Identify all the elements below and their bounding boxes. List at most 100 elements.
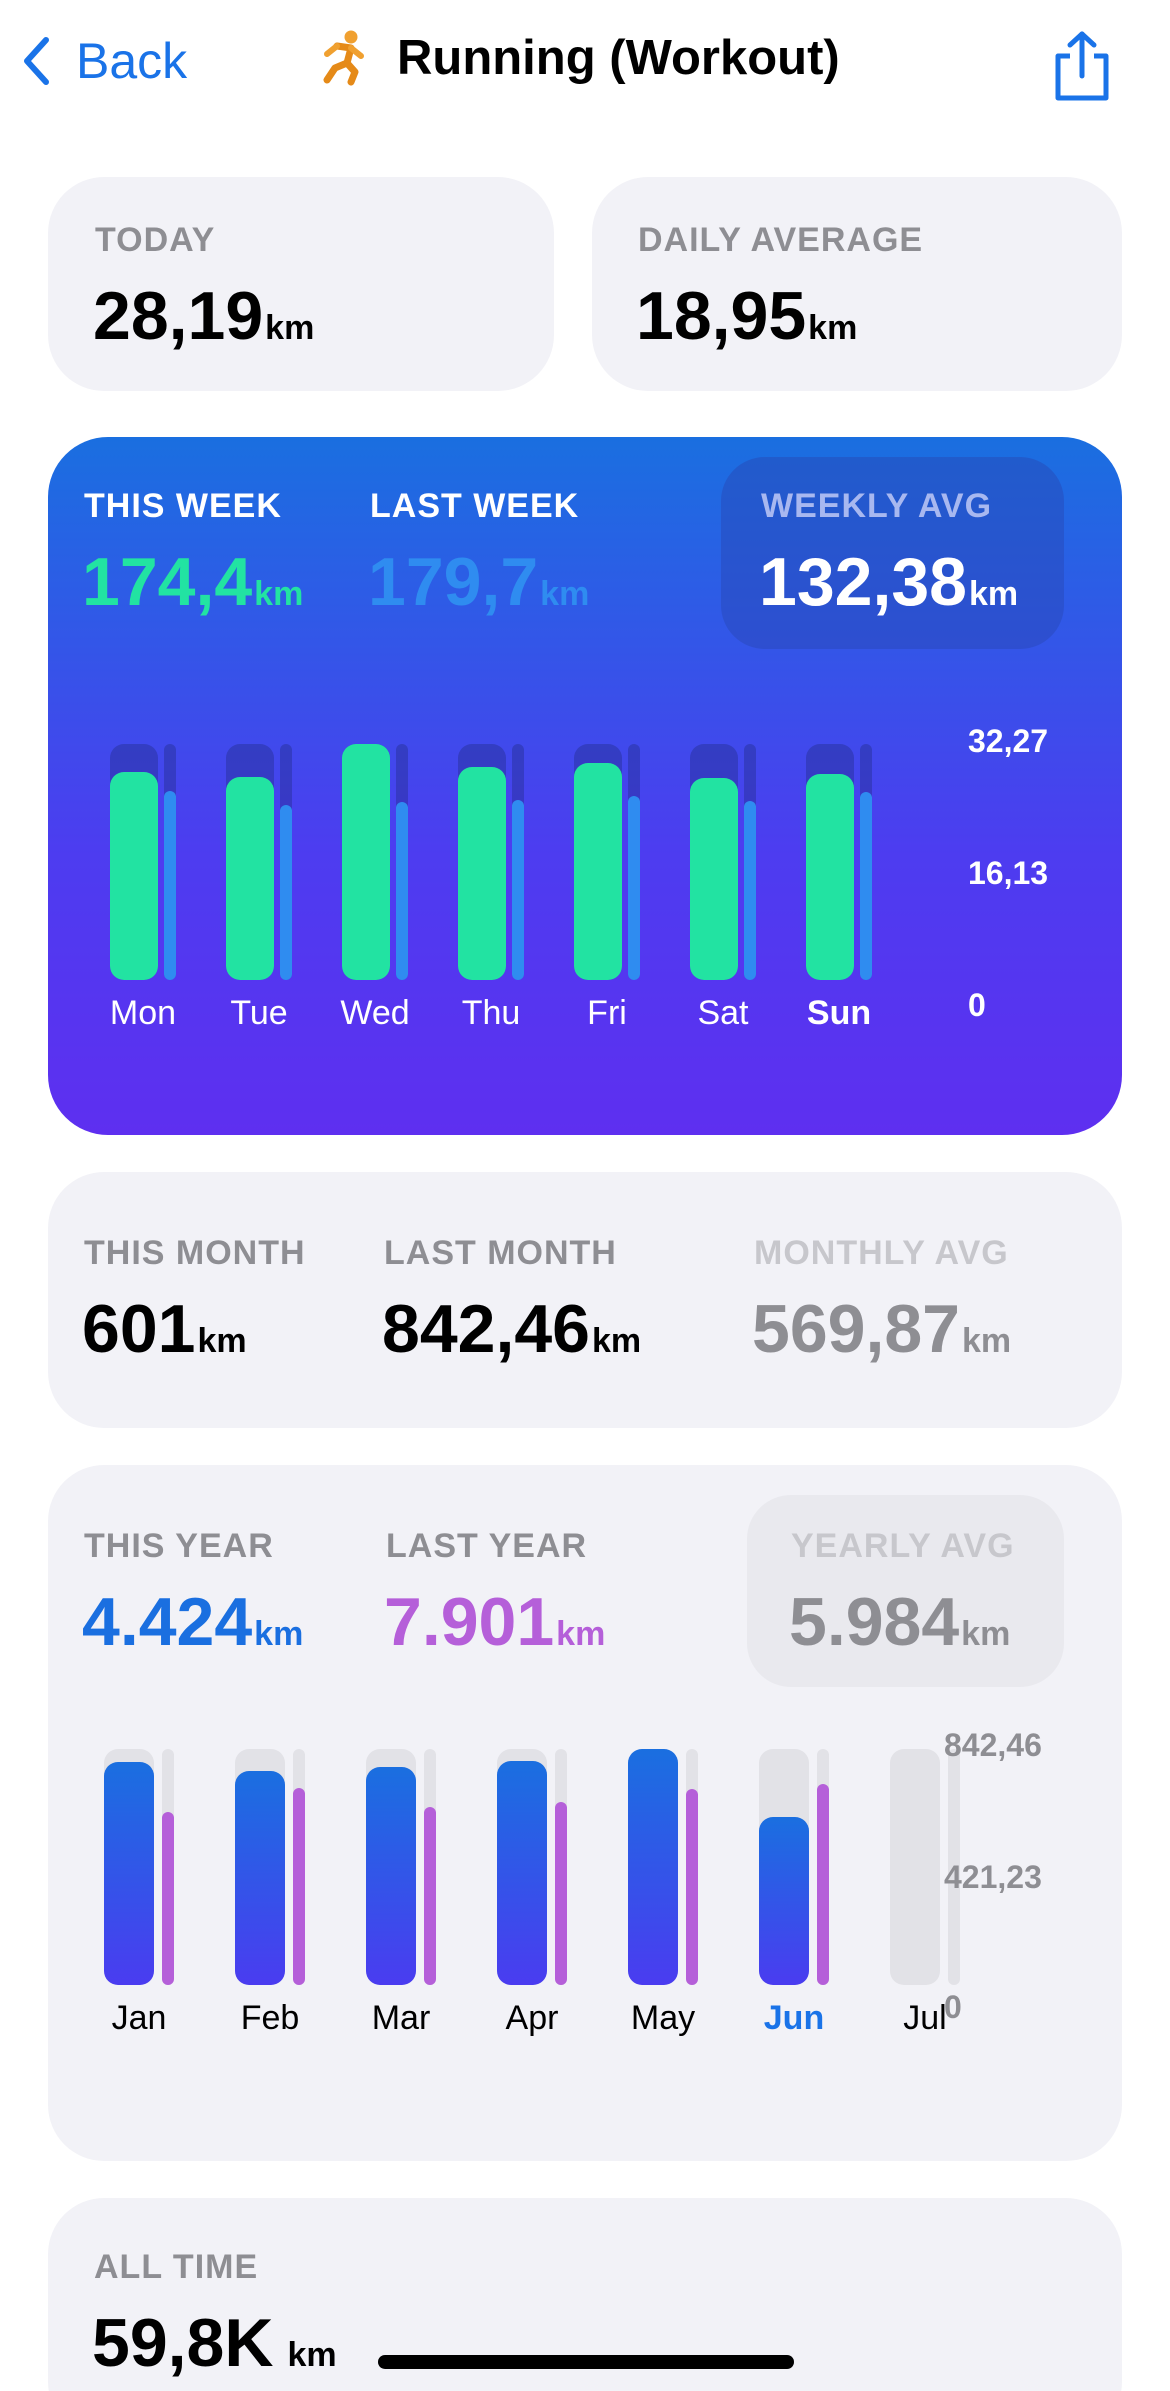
bar-label-sat: Sat bbox=[697, 994, 749, 1032]
this-month-value: 601km bbox=[82, 1290, 247, 1368]
bar-track bbox=[890, 1749, 940, 1985]
weekly-avg-number: 132,38 bbox=[759, 544, 967, 620]
today-unit: km bbox=[265, 309, 315, 347]
bar-group-feb[interactable]: Feb bbox=[235, 1749, 305, 2065]
year-y-tick: 842,46 bbox=[944, 1727, 1042, 1763]
bar-label-jan: Jan bbox=[111, 1999, 167, 2037]
bar-label-apr: Apr bbox=[505, 1999, 559, 2037]
weekly-avg-box: WEEKLY AVG 132,38km bbox=[721, 457, 1064, 649]
this-year-unit: km bbox=[254, 1615, 304, 1653]
bar-group-may[interactable]: May bbox=[628, 1749, 698, 2065]
share-icon bbox=[1055, 31, 1109, 101]
bar-track bbox=[497, 1749, 547, 1985]
this-month-label: THIS MONTH bbox=[84, 1234, 306, 1272]
year-y-tick: 0 bbox=[944, 1989, 962, 2025]
bar-group-sat[interactable]: Sat bbox=[690, 744, 756, 1060]
bar-group-mar[interactable]: Mar bbox=[366, 1749, 436, 2065]
month-card[interactable]: THIS MONTH 601km LAST MONTH 842,46km MON… bbox=[48, 1172, 1122, 1428]
this-month-number: 601 bbox=[82, 1291, 196, 1367]
bar-track bbox=[458, 744, 506, 980]
bar-track bbox=[366, 1749, 416, 1985]
bar-track bbox=[759, 1749, 809, 1985]
bar-last-period bbox=[628, 796, 640, 980]
week-y-tick: 32,27 bbox=[968, 723, 1049, 759]
today-value: 28,19km bbox=[93, 277, 314, 355]
bar-this-period bbox=[366, 1767, 416, 1985]
bar-label-jun: Jun bbox=[763, 1999, 825, 2037]
home-indicator bbox=[378, 2355, 794, 2369]
last-year-number: 7.901 bbox=[384, 1584, 555, 1660]
daily-average-number: 18,95 bbox=[636, 278, 807, 354]
bar-group-jul[interactable]: Jul bbox=[890, 1749, 960, 2065]
share-button[interactable] bbox=[1052, 30, 1112, 107]
bar-group-apr[interactable]: Apr bbox=[497, 1749, 567, 2065]
bar-group-wed[interactable]: Wed bbox=[340, 744, 410, 1060]
week-y-tick: 16,13 bbox=[968, 855, 1049, 891]
week-card[interactable]: THIS WEEK 174,4km LAST WEEK 179,7km WEEK… bbox=[48, 437, 1122, 1135]
nav-bar: Back Running (Workout) bbox=[0, 0, 1170, 140]
last-year-unit: km bbox=[556, 1615, 606, 1653]
this-week-value: 174,4km bbox=[82, 543, 303, 621]
monthly-avg-unit: km bbox=[961, 1322, 1012, 1360]
running-figure-icon bbox=[323, 30, 364, 86]
week-y-tick: 0 bbox=[968, 987, 986, 1023]
bar-this-period bbox=[110, 772, 158, 980]
bar-last-period bbox=[396, 802, 408, 980]
bar-group-jan[interactable]: Jan bbox=[104, 1749, 174, 2065]
all-time-value: 59,8K km bbox=[92, 2304, 337, 2382]
bar-group-sun[interactable]: Sun bbox=[806, 744, 872, 1060]
bar-track bbox=[110, 744, 158, 980]
bar-this-period bbox=[458, 767, 506, 980]
weekly-avg-value: 132,38km bbox=[759, 543, 1018, 621]
bar-last-period bbox=[164, 791, 176, 980]
daily-average-card[interactable]: DAILY AVERAGE 18,95km bbox=[592, 177, 1122, 391]
bar-group-jun[interactable]: Jun bbox=[759, 1749, 829, 2065]
bar-label-tue: Tue bbox=[230, 994, 288, 1032]
today-card[interactable]: TODAY 28,19km bbox=[48, 177, 554, 391]
monthly-avg-number: 569,87 bbox=[752, 1291, 960, 1367]
last-week-number: 179,7 bbox=[368, 544, 539, 620]
bar-group-thu[interactable]: Thu bbox=[458, 744, 524, 1060]
bar-label-fri: Fri bbox=[587, 994, 627, 1032]
yearly-avg-number: 5.984 bbox=[789, 1584, 960, 1660]
weekly-avg-label: WEEKLY AVG bbox=[761, 487, 993, 525]
bar-group-tue[interactable]: Tue bbox=[226, 744, 292, 1060]
last-month-label: LAST MONTH bbox=[384, 1234, 617, 1272]
last-month-value: 842,46km bbox=[382, 1290, 641, 1368]
bar-label-sun: Sun bbox=[806, 994, 872, 1032]
bar-this-period bbox=[759, 1817, 809, 1985]
today-number: 28,19 bbox=[93, 278, 264, 354]
yearly-avg-value: 5.984km bbox=[789, 1583, 1010, 1661]
bar-last-period bbox=[744, 801, 756, 980]
back-label: Back bbox=[76, 33, 188, 89]
yearly-avg-box: YEARLY AVG 5.984km bbox=[747, 1495, 1064, 1687]
year-card[interactable]: THIS YEAR 4.424km LAST YEAR 7.901km YEAR… bbox=[48, 1465, 1122, 2161]
bar-last-period bbox=[686, 1789, 698, 1985]
year-y-tick: 421,23 bbox=[944, 1859, 1042, 1895]
bar-this-period bbox=[226, 777, 274, 980]
bar-label-jul: Jul bbox=[903, 1999, 947, 2037]
bar-track bbox=[104, 1749, 154, 1985]
bar-this-period bbox=[104, 1762, 154, 1985]
this-year-value: 4.424km bbox=[82, 1583, 303, 1661]
bar-track bbox=[226, 744, 274, 980]
yearly-avg-unit: km bbox=[961, 1615, 1011, 1653]
monthly-avg-value: 569,87km bbox=[752, 1290, 1011, 1368]
bar-label-wed: Wed bbox=[340, 994, 410, 1032]
last-year-label: LAST YEAR bbox=[386, 1527, 588, 1565]
yearly-avg-label: YEARLY AVG bbox=[791, 1527, 1015, 1565]
bar-this-period bbox=[497, 1761, 547, 1985]
last-year-value: 7.901km bbox=[384, 1583, 605, 1661]
bar-group-fri[interactable]: Fri bbox=[574, 744, 640, 1060]
bar-label-mar: Mar bbox=[371, 1999, 431, 2037]
last-week-value: 179,7km bbox=[368, 543, 589, 621]
bar-last-period bbox=[817, 1784, 829, 1985]
today-label: TODAY bbox=[95, 221, 216, 259]
bar-track bbox=[574, 744, 622, 980]
bar-this-period bbox=[235, 1771, 285, 1985]
bar-group-mon[interactable]: Mon bbox=[110, 744, 176, 1060]
this-year-number: 4.424 bbox=[82, 1584, 253, 1660]
back-button[interactable]: Back bbox=[22, 32, 187, 90]
this-month-unit: km bbox=[197, 1322, 247, 1360]
bar-this-period bbox=[806, 774, 854, 980]
